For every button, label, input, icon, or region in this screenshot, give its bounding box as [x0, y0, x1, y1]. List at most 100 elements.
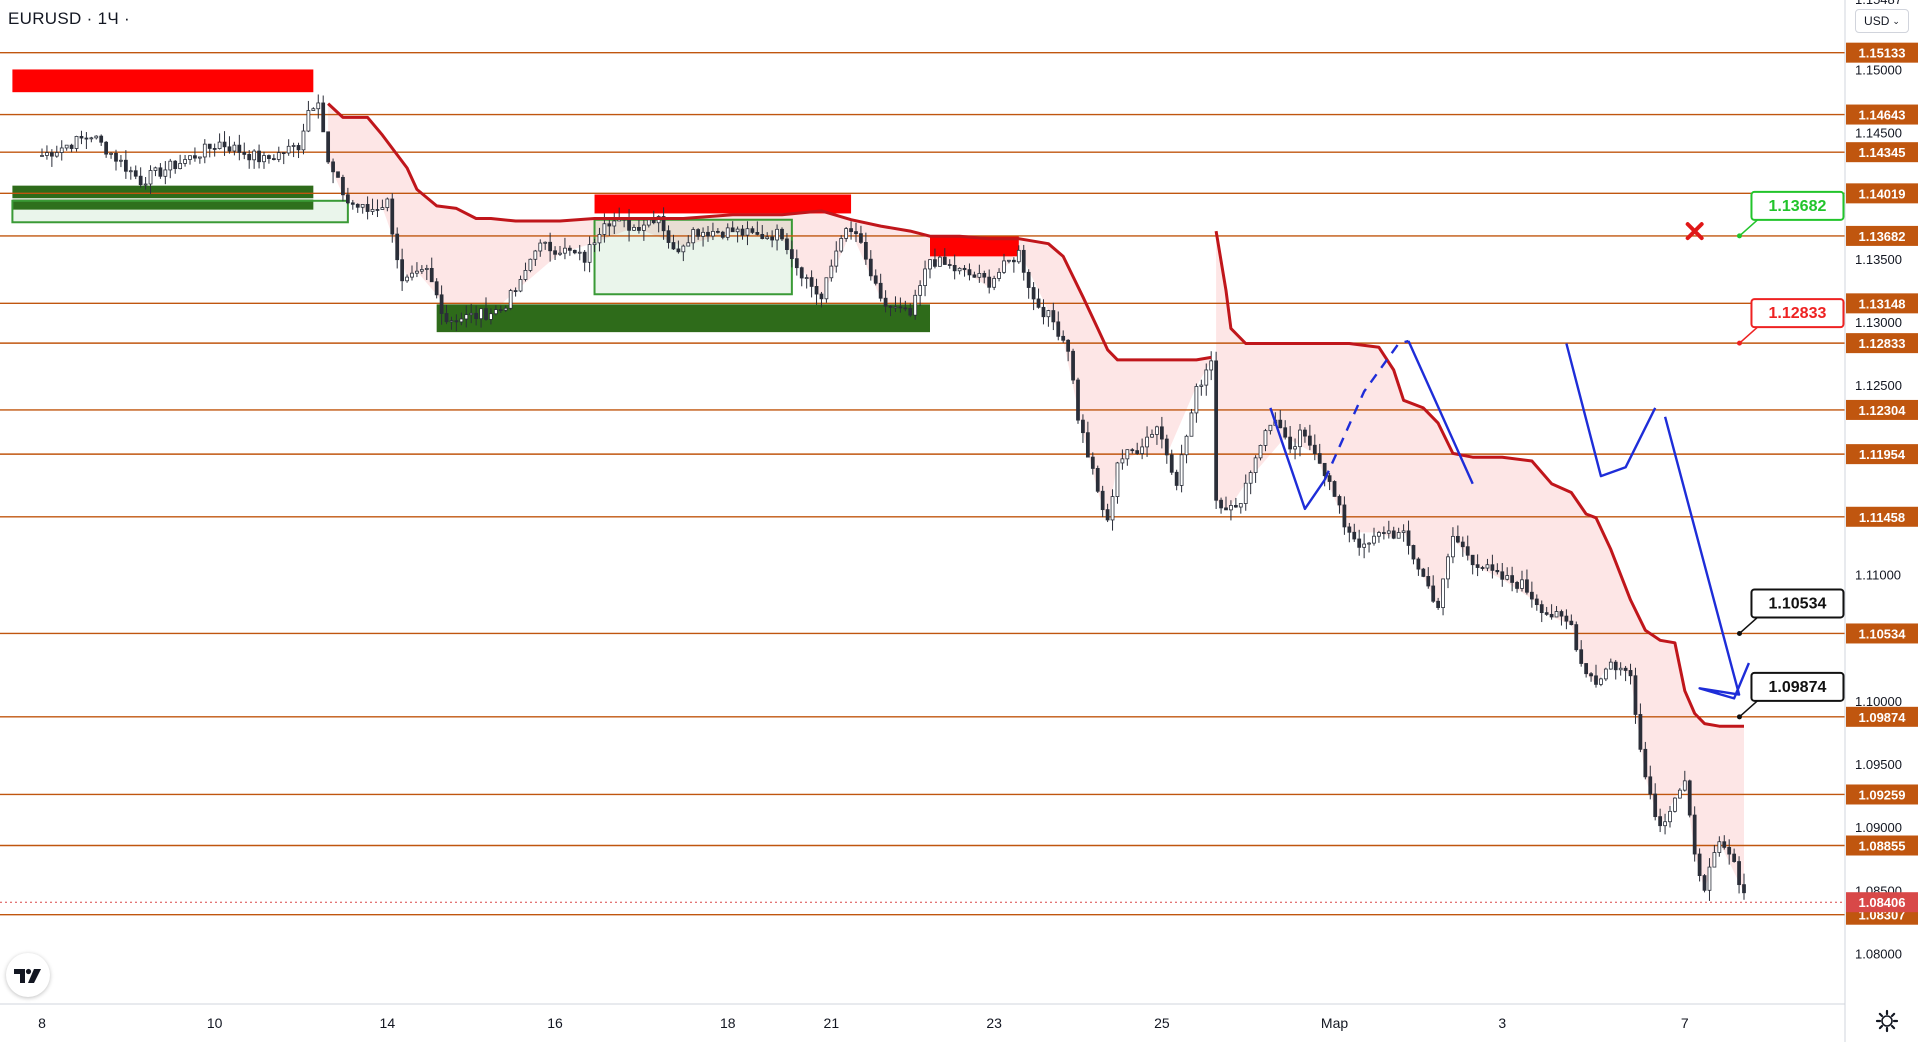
candle	[336, 171, 340, 178]
candle	[1189, 412, 1194, 437]
candle	[607, 223, 612, 227]
candle	[735, 228, 740, 233]
candle	[94, 135, 99, 139]
candle	[1554, 611, 1559, 618]
candle	[538, 242, 543, 252]
candle	[1480, 567, 1485, 569]
candle	[992, 278, 997, 288]
candle	[1248, 472, 1253, 484]
candle	[1416, 558, 1421, 570]
candle	[262, 155, 266, 163]
candle	[641, 224, 646, 231]
candle	[1115, 462, 1120, 497]
candle	[691, 229, 696, 244]
candle	[1204, 369, 1209, 386]
candle	[1150, 434, 1154, 438]
candle	[311, 108, 316, 111]
candle	[711, 230, 715, 237]
level-tag-label: 1.14345	[1859, 145, 1906, 160]
candle	[1056, 321, 1061, 337]
candle	[528, 258, 533, 271]
candle	[405, 276, 409, 282]
candle	[799, 267, 804, 279]
candle	[1090, 456, 1095, 469]
candle	[987, 276, 992, 288]
candle	[1046, 310, 1051, 318]
candle	[350, 202, 355, 205]
candle	[1194, 386, 1199, 414]
tradingview-logo-icon[interactable]	[6, 953, 50, 997]
level-tag	[1846, 399, 1918, 420]
candle	[1159, 426, 1164, 440]
candle	[1539, 604, 1544, 614]
level-tag	[1846, 623, 1918, 644]
candle	[153, 167, 158, 171]
candle	[1288, 436, 1293, 450]
candle	[977, 273, 982, 278]
candle	[89, 137, 94, 140]
candle	[1643, 748, 1648, 778]
candle	[474, 312, 479, 320]
currency-selector[interactable]: USD ⌄	[1855, 9, 1909, 33]
candle	[859, 233, 863, 243]
level-tag-label: 1.15133	[1859, 46, 1906, 61]
candle	[1016, 249, 1021, 263]
candle	[1381, 532, 1386, 534]
candle	[479, 308, 483, 320]
callout-leader	[1738, 616, 1758, 635]
candle	[1732, 853, 1737, 862]
candle	[1692, 814, 1697, 855]
candle	[715, 230, 720, 233]
candle	[1589, 673, 1593, 677]
candle	[1110, 496, 1115, 521]
candle	[1303, 429, 1307, 437]
candle	[1184, 435, 1189, 456]
candle	[503, 307, 508, 311]
candle	[942, 256, 947, 265]
candle	[1327, 475, 1332, 482]
candle	[577, 251, 582, 254]
price-tick-label: 1.15000	[1855, 62, 1902, 77]
candle	[424, 267, 429, 270]
candle	[306, 110, 311, 132]
current-price-tag	[1846, 892, 1918, 913]
candle	[301, 130, 306, 151]
candle	[903, 307, 908, 310]
level-tag-label: 1.13682	[1859, 229, 1906, 244]
candle	[439, 294, 444, 314]
candle	[824, 277, 829, 300]
callout-label: 1.13682	[1769, 198, 1827, 215]
candle	[54, 152, 59, 157]
candle	[237, 144, 242, 153]
level-tag	[1846, 333, 1918, 354]
gear-icon[interactable]	[1874, 1008, 1900, 1034]
candle	[1312, 444, 1317, 454]
candle	[143, 183, 148, 186]
level-tag-label: 1.12304	[1859, 403, 1907, 418]
candle	[84, 137, 89, 140]
candle	[1322, 462, 1327, 477]
candle	[1081, 419, 1085, 434]
support-zone	[436, 304, 930, 333]
candle	[1085, 432, 1090, 458]
candle	[632, 226, 636, 231]
price-tick-label: 1.13000	[1855, 315, 1902, 330]
candle	[281, 152, 286, 154]
candle	[197, 156, 202, 159]
candle	[1618, 667, 1623, 671]
candle	[982, 273, 987, 278]
level-tag	[1846, 42, 1918, 63]
level-tag	[1846, 784, 1918, 805]
price-tick-label: 1.12500	[1855, 378, 1902, 393]
candle	[834, 250, 839, 267]
candle	[1209, 360, 1214, 371]
candle	[360, 204, 365, 208]
candle	[415, 270, 419, 274]
candle	[1727, 846, 1732, 855]
time-tick-label: 8	[38, 1015, 46, 1031]
callout-box	[1750, 671, 1845, 702]
callout-box	[1750, 588, 1845, 619]
symbol-title[interactable]: EURUSD · 1Ч ·	[8, 9, 130, 28]
